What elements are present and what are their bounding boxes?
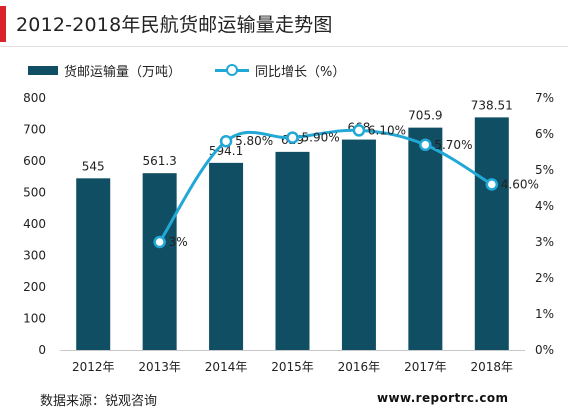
bar-value-label: 545	[82, 159, 105, 173]
y-left-tick-label: 800	[23, 91, 46, 105]
y-left-tick-label: 300	[23, 249, 46, 263]
y-right-tick-label: 3%	[535, 235, 554, 249]
chart-title: 2012-2018年民航货邮运输量走势图	[16, 14, 333, 36]
x-tick-label: 2012年	[72, 360, 115, 374]
legend-bar-swatch	[28, 65, 58, 75]
legend: 货邮运输量（万吨） 同比增长（%）	[28, 60, 379, 80]
x-tick-label: 2017年	[404, 360, 447, 374]
y-right-tick-label: 0%	[535, 343, 554, 357]
growth-value-label: 3%	[169, 235, 188, 249]
legend-item-line: 同比增长（%）	[215, 61, 345, 80]
y-right-tick-label: 7%	[535, 91, 554, 105]
y-right-tick-label: 5%	[535, 163, 554, 177]
growth-value-label: 4.60%	[501, 177, 539, 191]
x-tick-label: 2014年	[205, 360, 248, 374]
legend-item-bar: 货邮运输量（万吨）	[28, 61, 181, 80]
growth-point	[485, 178, 499, 191]
bar	[209, 162, 244, 350]
growth-value-label: 5.90%	[302, 131, 340, 145]
site-url: www.reportrc.com	[377, 391, 509, 405]
growth-point	[153, 235, 166, 249]
title-accent-bar	[0, 6, 6, 42]
growth-point	[419, 138, 432, 152]
y-left-tick-label: 400	[23, 217, 46, 231]
bar-value-label: 561.3	[142, 154, 176, 168]
x-tick-label: 2016年	[338, 360, 381, 374]
growth-value-label: 6.10%	[368, 123, 406, 137]
y-right-tick-label: 1%	[535, 307, 554, 321]
legend-line-swatch	[215, 64, 250, 76]
source-note: 数据来源：锐观咨询	[40, 394, 158, 409]
y-right-tick-label: 6%	[535, 127, 554, 141]
bar	[408, 127, 443, 350]
bar	[142, 173, 177, 350]
y-left-tick-label: 700	[23, 123, 46, 137]
growth-value-label: 5.80%	[235, 134, 273, 148]
bar-value-label: 705.9	[408, 109, 442, 123]
x-tick-label: 2015年	[271, 360, 314, 374]
y-left-tick-label: 200	[23, 280, 46, 294]
legend-bar-label: 货邮运输量（万吨）	[64, 64, 182, 80]
bar-value-label: 738.51	[471, 98, 513, 112]
bar	[76, 178, 111, 350]
x-tick-label: 2013年	[138, 360, 181, 374]
growth-point	[352, 124, 366, 137]
y-left-tick-label: 0	[38, 343, 46, 357]
growth-value-label: 5.70%	[434, 138, 472, 152]
legend-line-label: 同比增长（%）	[255, 64, 346, 80]
bar	[275, 151, 310, 350]
bar	[474, 117, 509, 350]
y-left-tick-label: 600	[23, 154, 46, 168]
y-left-tick-label: 100	[23, 312, 46, 326]
title-divider	[0, 46, 568, 47]
y-left-tick-label: 500	[23, 186, 46, 200]
growth-point	[219, 134, 233, 148]
y-right-tick-label: 4%	[535, 199, 554, 213]
y-right-tick-label: 2%	[535, 271, 554, 285]
x-tick-label: 2018年	[471, 360, 514, 374]
bar	[341, 139, 376, 350]
growth-point	[286, 131, 299, 144]
